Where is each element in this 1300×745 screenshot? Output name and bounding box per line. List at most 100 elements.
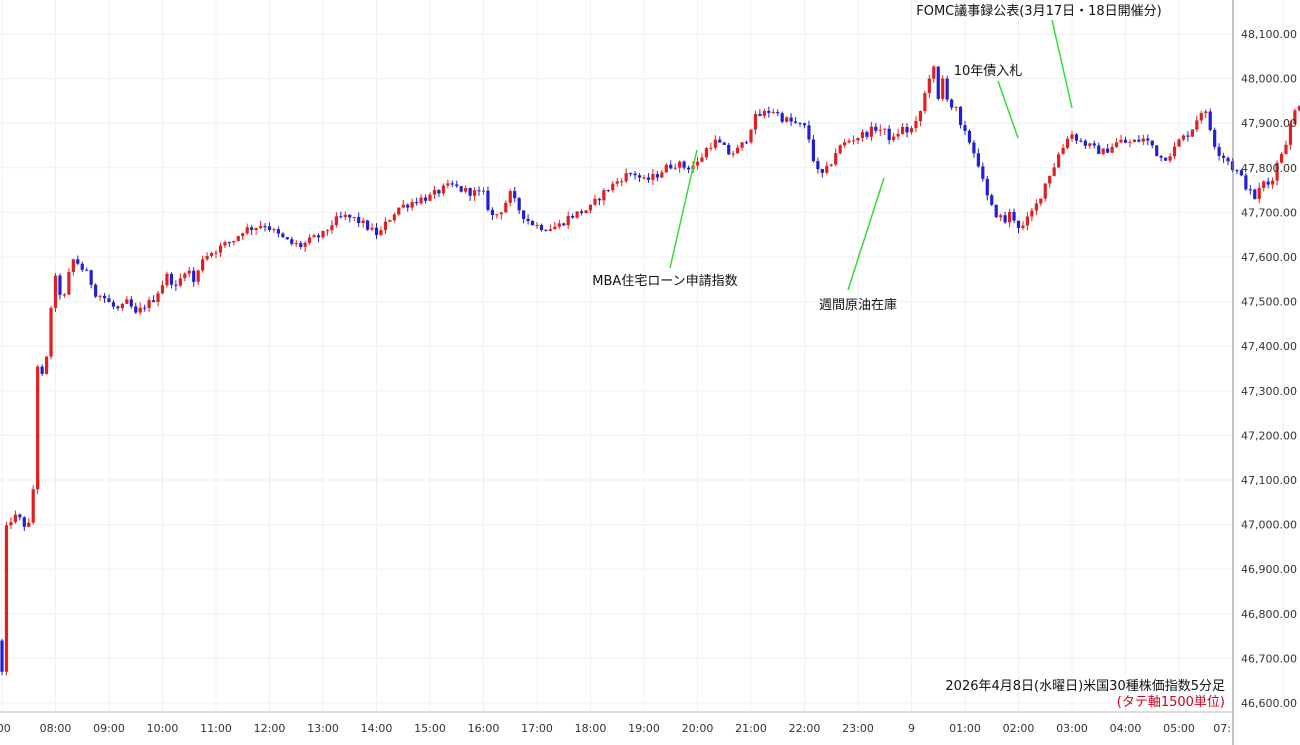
candle-down	[963, 125, 967, 131]
candle-down	[1164, 157, 1168, 161]
candle-up	[535, 225, 539, 227]
x-tick-label: 22:00	[789, 722, 821, 735]
y-tick-label: 47,600.00	[1241, 251, 1297, 264]
candle-up	[900, 126, 905, 134]
candle-down	[22, 517, 26, 527]
y-tick-label: 47,900.00	[1241, 117, 1297, 130]
candle-down	[579, 211, 584, 214]
y-tick-label: 47,100.00	[1241, 474, 1297, 487]
candle-down	[267, 226, 272, 230]
candle-up	[557, 223, 561, 227]
candle-up	[1190, 129, 1194, 137]
crude-inventory-leader-line	[847, 177, 885, 291]
candle-down	[655, 174, 659, 178]
candle-down	[102, 295, 107, 299]
candle-up	[1199, 112, 1203, 121]
time-axis-labels: 7:00 08:00 09:00 10:00 11:00 12:00 13:00 14:00 1…	[0, 722, 1231, 735]
candle-up	[187, 270, 191, 274]
candle-up	[1065, 138, 1070, 148]
candle-down	[646, 177, 651, 180]
candle-up	[499, 212, 503, 215]
candle-down	[945, 78, 949, 100]
candle-up	[615, 181, 619, 184]
candle-up	[120, 303, 124, 309]
candle-up	[1168, 156, 1172, 161]
candle-down	[276, 229, 281, 234]
candle-up	[441, 185, 445, 194]
candle-down	[192, 270, 196, 282]
mba-leader-line	[669, 149, 698, 269]
price-axis-labels: 48,100.00 48,000.00 47,900.00 47,800.00 47,7…	[1241, 28, 1297, 710]
candle-down	[727, 144, 731, 155]
candle-down	[544, 230, 548, 232]
candle-down	[522, 210, 526, 219]
candle-up	[932, 66, 936, 79]
candle-down	[1208, 111, 1212, 130]
candle-down	[990, 195, 994, 205]
candle-up	[1141, 138, 1145, 142]
y-tick-label: 46,600.00	[1241, 697, 1297, 710]
candle-up	[196, 270, 200, 282]
candle-down	[807, 125, 811, 140]
candle-up	[1114, 142, 1119, 147]
candle-up	[9, 522, 13, 526]
candle-up	[464, 188, 468, 192]
candle-down	[669, 164, 673, 169]
candle-up	[1204, 111, 1208, 113]
candle-up	[53, 275, 58, 308]
candle-up	[838, 145, 842, 154]
candle-down	[250, 227, 254, 231]
y-tick-label: 47,400.00	[1241, 340, 1297, 353]
candle-down	[111, 302, 116, 307]
candle-down	[950, 99, 954, 108]
y-tick-label: 47,000.00	[1241, 519, 1297, 532]
candle-up	[1257, 187, 1261, 199]
candle-down	[517, 198, 521, 211]
candle-up	[673, 167, 677, 169]
candle-up	[272, 229, 276, 231]
candle-down	[1123, 139, 1128, 143]
candle-down	[1003, 215, 1007, 223]
candle-up	[1034, 203, 1038, 211]
candle-up	[125, 299, 129, 304]
candle-down	[985, 178, 989, 196]
candle-down	[1016, 220, 1021, 228]
candle-down	[811, 139, 816, 162]
candle-down	[972, 142, 976, 154]
fomc-leader-line	[1051, 19, 1073, 109]
candle-up	[1088, 143, 1092, 146]
candle-up	[923, 93, 927, 112]
candle-up	[642, 177, 646, 179]
candle-up	[214, 252, 218, 254]
x-tick-label: 14:00	[361, 722, 393, 735]
candle-up	[1128, 142, 1132, 144]
candle-up	[785, 117, 789, 122]
candle-down	[686, 167, 691, 170]
candle-down	[637, 175, 642, 178]
candle-up	[223, 242, 227, 246]
candle-up	[303, 242, 307, 247]
x-tick-label: 08:00	[40, 722, 72, 735]
candle-down	[169, 273, 174, 285]
candle-down	[450, 183, 454, 185]
candle-up	[205, 255, 209, 260]
candle-down	[1253, 189, 1257, 199]
candle-down	[767, 110, 771, 113]
candle-up	[232, 240, 236, 243]
candle-down	[936, 66, 940, 99]
candle-up	[1284, 144, 1288, 154]
x-tick-label: 02:00	[1003, 722, 1035, 735]
candle-up	[1177, 139, 1181, 147]
chart-subtitle: (タテ軸1500単位)	[1117, 694, 1225, 710]
candle-up	[294, 243, 298, 245]
candle-up	[1181, 135, 1186, 140]
x-tick-label: 09:00	[93, 722, 125, 735]
candle-up	[999, 215, 1003, 218]
candle-up	[602, 190, 606, 201]
candle-up	[1293, 110, 1297, 125]
candle-down	[1217, 146, 1221, 156]
candle-down	[1159, 155, 1163, 158]
candle-up	[98, 295, 102, 297]
candle-down	[374, 227, 379, 236]
